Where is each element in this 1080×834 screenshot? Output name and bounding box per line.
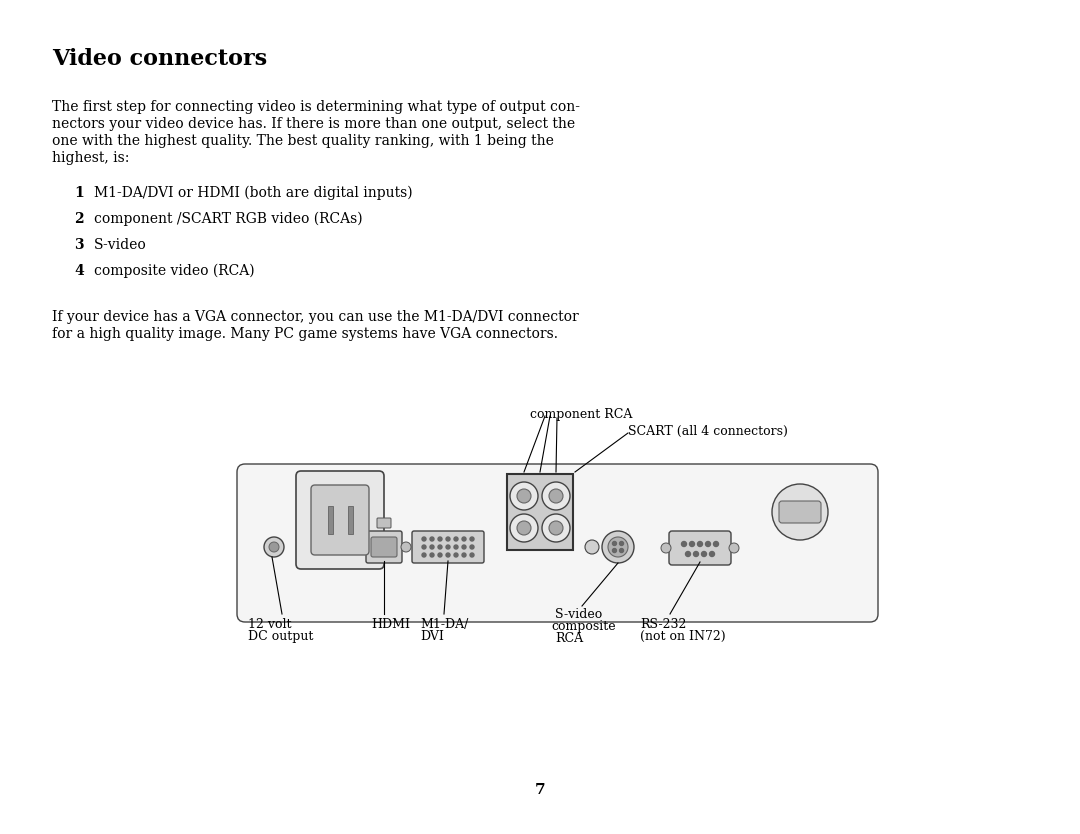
Circle shape [689,541,694,546]
FancyBboxPatch shape [377,518,391,528]
Circle shape [422,545,426,549]
Circle shape [269,542,279,552]
Text: nectors your video device has. If there is more than one output, select the: nectors your video device has. If there … [52,117,576,131]
Text: component /SCART RGB video (RCAs): component /SCART RGB video (RCAs) [94,212,363,226]
Circle shape [510,514,538,542]
Circle shape [430,553,434,557]
Circle shape [693,551,699,556]
Text: S-video: S-video [555,608,603,621]
Circle shape [661,543,671,553]
Circle shape [446,537,450,541]
Text: M1-DA/DVI or HDMI (both are digital inputs): M1-DA/DVI or HDMI (both are digital inpu… [94,186,413,200]
Text: component RCA: component RCA [530,408,633,421]
Circle shape [608,537,627,557]
Circle shape [542,482,570,510]
Circle shape [422,537,426,541]
Text: If your device has a VGA connector, you can use the M1-DA/DVI connector: If your device has a VGA connector, you … [52,310,579,324]
Circle shape [510,482,538,510]
Circle shape [430,545,434,549]
FancyBboxPatch shape [296,471,384,569]
Bar [327,506,333,534]
Circle shape [612,541,617,545]
Circle shape [585,540,599,554]
Circle shape [422,553,426,557]
FancyBboxPatch shape [411,531,484,563]
Circle shape [462,537,465,541]
FancyBboxPatch shape [366,531,402,563]
Text: M1-DA/: M1-DA/ [420,618,469,631]
Bar [348,506,352,534]
Circle shape [620,549,623,553]
Circle shape [454,553,458,557]
Text: one with the highest quality. The best quality ranking, with 1 being the: one with the highest quality. The best q… [52,134,554,148]
Circle shape [446,545,450,549]
Text: 7: 7 [535,783,545,797]
Text: composite: composite [551,620,616,633]
Circle shape [438,545,442,549]
Circle shape [729,543,739,553]
Text: RS-232: RS-232 [640,618,687,631]
Circle shape [710,551,715,556]
Text: 3: 3 [75,238,83,252]
Circle shape [698,541,702,546]
Text: S-video: S-video [94,238,147,252]
Text: (not on IN72): (not on IN72) [640,630,726,643]
Text: composite video (RCA): composite video (RCA) [94,264,255,279]
FancyBboxPatch shape [237,464,878,622]
FancyBboxPatch shape [669,531,731,565]
Text: for a high quality image. Many PC game systems have VGA connectors.: for a high quality image. Many PC game s… [52,327,558,341]
Text: The first step for connecting video is determining what type of output con-: The first step for connecting video is d… [52,100,580,114]
Circle shape [470,545,474,549]
Circle shape [401,542,411,552]
Circle shape [470,537,474,541]
Circle shape [549,489,563,503]
Text: HDMI: HDMI [372,618,410,631]
Circle shape [454,545,458,549]
Circle shape [462,553,465,557]
Text: 4: 4 [75,264,84,278]
Circle shape [517,489,531,503]
Circle shape [438,553,442,557]
Circle shape [602,531,634,563]
Circle shape [438,537,442,541]
Text: highest, is:: highest, is: [52,151,130,165]
Circle shape [686,551,690,556]
Text: Video connectors: Video connectors [52,48,267,70]
Text: SCART (all 4 connectors): SCART (all 4 connectors) [627,425,788,438]
Circle shape [517,521,531,535]
Text: 1: 1 [75,186,84,200]
Circle shape [430,537,434,541]
Circle shape [462,545,465,549]
Text: DVI: DVI [420,630,444,643]
Circle shape [714,541,718,546]
Bar [507,474,573,550]
Circle shape [620,541,623,545]
FancyBboxPatch shape [311,485,369,555]
Circle shape [612,549,617,553]
Text: 12 volt: 12 volt [248,618,292,631]
Text: RCA: RCA [555,632,583,645]
Circle shape [470,553,474,557]
Text: 2: 2 [75,212,83,226]
Circle shape [681,541,687,546]
Circle shape [542,514,570,542]
Circle shape [705,541,711,546]
FancyBboxPatch shape [372,537,397,557]
Circle shape [454,537,458,541]
Circle shape [702,551,706,556]
Text: DC output: DC output [248,630,313,643]
Circle shape [772,484,828,540]
Circle shape [264,537,284,557]
Circle shape [446,553,450,557]
Circle shape [549,521,563,535]
FancyBboxPatch shape [779,501,821,523]
